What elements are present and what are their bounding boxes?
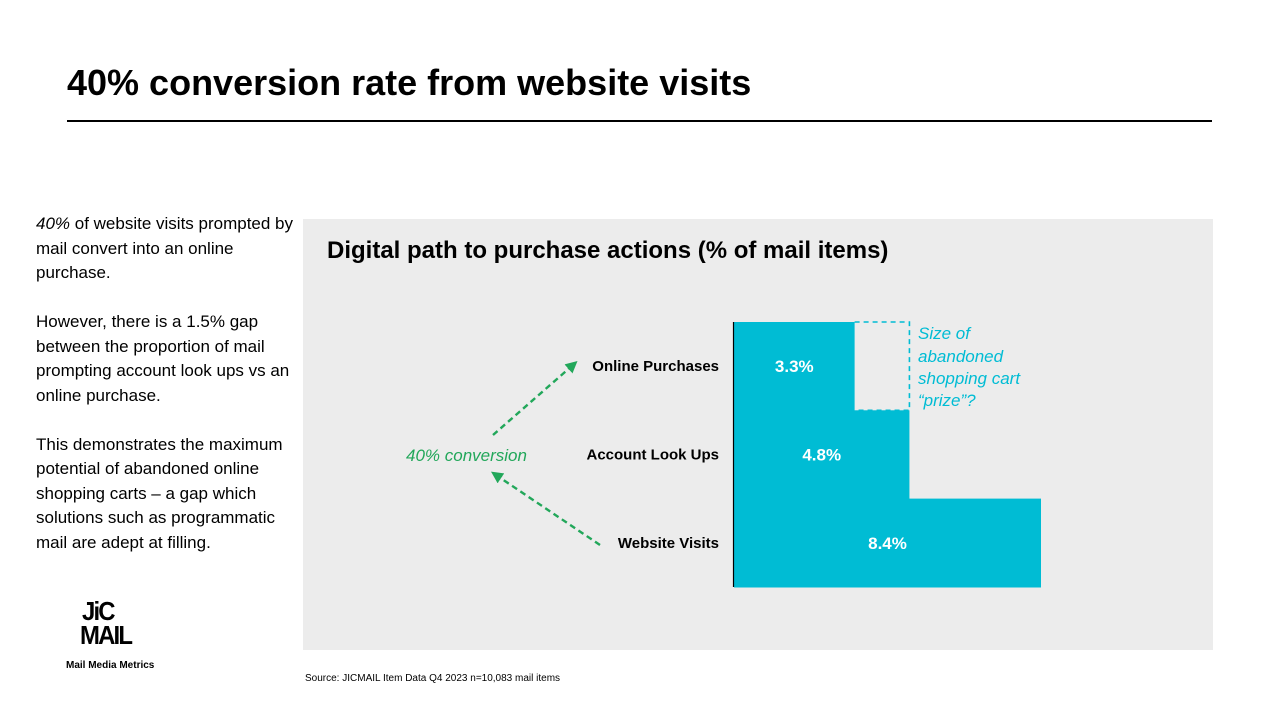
- logo-line-1: JiC: [82, 596, 116, 626]
- jicmail-logo: JiC MAIL Mail Media Metrics: [66, 596, 166, 676]
- chart-title: Digital path to purchase actions (% of m…: [327, 237, 889, 264]
- source-note: Source: JICMAIL Item Data Q4 2023 n=10,0…: [305, 673, 561, 684]
- logo-line-2: MAIL: [80, 620, 133, 650]
- commentary-paragraph-1: 40% of website visits prompted by mail c…: [36, 212, 302, 286]
- logo-tagline: Mail Media Metrics: [66, 660, 155, 671]
- bar-online-purchases: [734, 322, 855, 411]
- commentary-emphasis: 40%: [36, 214, 71, 233]
- arrow-to-online-purchases: [492, 361, 578, 436]
- commentary-paragraph-3: This demonstrates the maximum potential …: [36, 434, 283, 552]
- bar-value-label: 4.8%: [802, 445, 841, 464]
- gap-note-line-4: “prize”?: [918, 391, 976, 410]
- category-label: Account Look Ups: [586, 446, 719, 463]
- commentary-paragraph-2: However, there is a 1.5% gap between the…: [36, 312, 290, 405]
- chart-panel: Digital path to purchase actions (% of m…: [303, 219, 1213, 650]
- gap-note-line-2: abandoned: [918, 347, 1004, 366]
- commentary-paragraph-1-text: of website visits prompted by mail conve…: [36, 214, 294, 282]
- conversion-label: 40% conversion: [406, 446, 527, 465]
- title-divider: [67, 120, 1212, 122]
- gap-note-line-1: Size of: [918, 324, 972, 343]
- bar-value-label: 8.4%: [868, 534, 907, 553]
- category-label: Website Visits: [618, 535, 719, 552]
- commentary-text: 40% of website visits prompted by mail c…: [36, 212, 302, 580]
- bar-account-look-ups: [734, 410, 910, 500]
- conversion-annotation: 40% conversion: [406, 361, 601, 546]
- category-label: Online Purchases: [592, 358, 719, 375]
- gap-annotation: Size of abandoned shopping cart “prize”?: [854, 321, 1021, 412]
- chart-plot: 3.3% Online Purchases 4.8% Account Look Ups…: [406, 321, 1041, 588]
- bars-layer: 3.3% Online Purchases 4.8% Account Look Ups…: [586, 322, 1041, 588]
- bar-website-visits: [734, 498, 1041, 588]
- gap-note-line-3: shopping cart: [918, 369, 1021, 388]
- bar-value-label: 3.3%: [775, 357, 814, 376]
- gap-outline: [854, 321, 911, 412]
- slide-title: 40% conversion rate from website visits: [67, 62, 752, 103]
- arrow-from-website-visits: [491, 471, 601, 546]
